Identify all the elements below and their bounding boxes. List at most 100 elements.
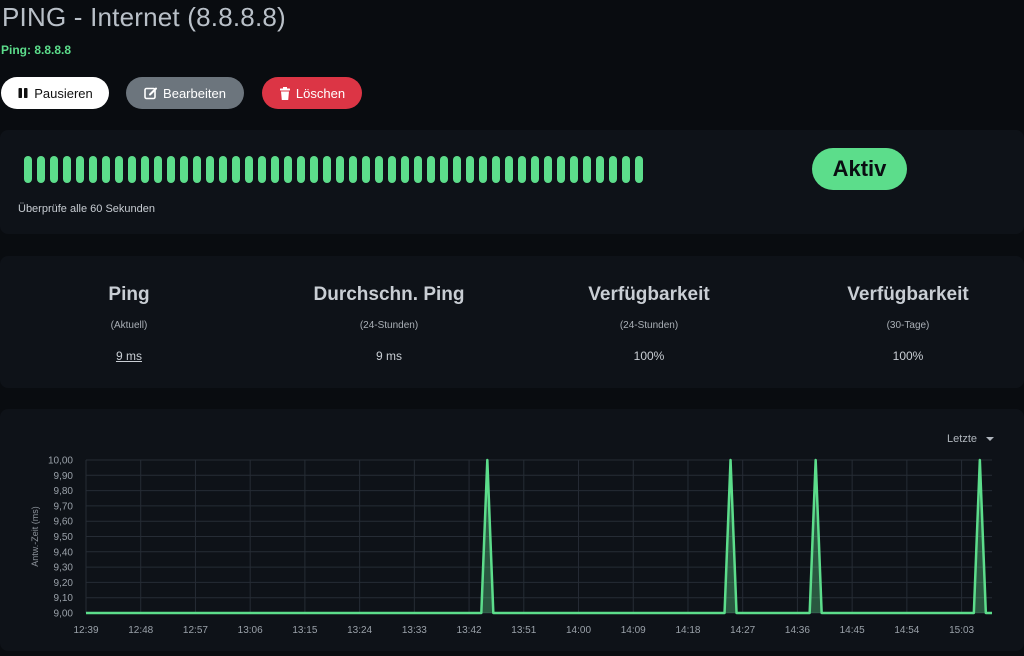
stat-title: Ping: [4, 284, 254, 306]
heartbeat-beat: [180, 156, 188, 183]
chevron-down-icon: [986, 437, 994, 441]
heartbeat-beat: [544, 156, 552, 183]
heartbeat-beat: [427, 156, 435, 183]
y-tick-label: 9,80: [54, 486, 74, 497]
x-tick-label: 14:45: [840, 625, 865, 636]
stat-value: 100%: [783, 349, 1024, 363]
y-tick-label: 9,30: [54, 563, 74, 574]
heartbeat-beat: [375, 156, 383, 183]
status-card: Überprüfe alle 60 Sekunden Aktiv: [0, 130, 1024, 234]
heartbeat-beat: [258, 156, 266, 183]
heartbeat-bar: [24, 156, 643, 183]
heartbeat-beat: [557, 156, 565, 183]
x-tick-label: 13:24: [347, 625, 372, 636]
x-tick-label: 14:18: [675, 625, 700, 636]
heartbeat-beat: [336, 156, 344, 183]
heartbeat-beat: [440, 156, 448, 183]
x-tick-label: 15:03: [949, 625, 974, 636]
heartbeat-beat: [570, 156, 578, 183]
pause-button[interactable]: Pausieren: [1, 77, 109, 109]
page-title: PING - Internet (8.8.8.8): [2, 2, 286, 33]
heartbeat-beat: [518, 156, 526, 183]
x-tick-label: 13:33: [402, 625, 427, 636]
x-tick-label: 12:57: [183, 625, 208, 636]
delete-button[interactable]: Löschen: [262, 77, 362, 109]
heartbeat-beat: [297, 156, 305, 183]
stat-value: 100%: [524, 349, 774, 363]
heartbeat-beat: [24, 156, 32, 183]
x-tick-label: 13:06: [238, 625, 263, 636]
heartbeat-beat: [323, 156, 331, 183]
stat-avg-ping: Durchschn. Ping (24-Stunden) 9 ms: [264, 284, 514, 363]
edit-label: Bearbeiten: [163, 86, 226, 101]
stat-subtitle: (24-Stunden): [264, 320, 514, 331]
stat-title: Durchschn. Ping: [264, 284, 514, 306]
heartbeat-beat: [622, 156, 630, 183]
pause-label: Pausieren: [34, 86, 93, 101]
stats-card: Ping (Aktuell) 9 ms Durchschn. Ping (24-…: [0, 256, 1024, 388]
heartbeat-beat: [232, 156, 240, 183]
heartbeat-beat: [141, 156, 149, 183]
y-tick-label: 9,40: [54, 547, 74, 558]
heartbeat-beat: [206, 156, 214, 183]
heartbeat-beat: [531, 156, 539, 183]
x-tick-label: 13:15: [292, 625, 317, 636]
stat-title: Verfügbarkeit: [524, 284, 774, 306]
heartbeat-beat: [284, 156, 292, 183]
y-tick-label: 9,50: [54, 532, 74, 543]
stat-subtitle: (30-Tage): [783, 320, 1024, 331]
heartbeat-beat: [102, 156, 110, 183]
heartbeat-beat: [128, 156, 136, 183]
x-tick-label: 14:09: [621, 625, 646, 636]
heartbeat-beat: [115, 156, 123, 183]
heartbeat-beat: [271, 156, 279, 183]
stat-subtitle: (Aktuell): [4, 320, 254, 331]
heartbeat-beat: [167, 156, 175, 183]
y-axis-label: Antw.-Zeit (ms): [30, 506, 40, 567]
x-tick-label: 14:54: [894, 625, 919, 636]
heartbeat-beat: [193, 156, 201, 183]
heartbeat-beat: [414, 156, 422, 183]
heartbeat-beat: [76, 156, 84, 183]
stat-uptime-24h: Verfügbarkeit (24-Stunden) 100%: [524, 284, 774, 363]
y-tick-label: 9,60: [54, 517, 74, 528]
heartbeat-beat: [50, 156, 58, 183]
y-tick-label: 9,90: [54, 471, 74, 482]
heartbeat-beat: [37, 156, 45, 183]
check-interval-text: Überprüfe alle 60 Sekunden: [18, 203, 155, 215]
pause-icon: [17, 87, 29, 99]
heartbeat-beat: [401, 156, 409, 183]
edit-button[interactable]: Bearbeiten: [126, 77, 244, 109]
stat-subtitle: (24-Stunden): [524, 320, 774, 331]
heartbeat-beat: [466, 156, 474, 183]
stat-title: Verfügbarkeit: [783, 284, 1024, 306]
heartbeat-beat: [635, 156, 643, 183]
x-tick-label: 14:00: [566, 625, 591, 636]
heartbeat-beat: [362, 156, 370, 183]
y-tick-label: 10,00: [48, 456, 73, 467]
heartbeat-beat: [609, 156, 617, 183]
heartbeat-beat: [583, 156, 591, 183]
x-tick-label: 14:27: [730, 625, 755, 636]
heartbeat-beat: [479, 156, 487, 183]
x-tick-label: 13:42: [457, 625, 482, 636]
stat-current-ping: Ping (Aktuell) 9 ms: [4, 284, 254, 363]
ping-chart: 9,009,109,209,309,409,509,609,709,809,90…: [0, 409, 1024, 651]
heartbeat-beat: [453, 156, 461, 183]
period-dropdown[interactable]: Letzte: [947, 433, 994, 445]
heartbeat-beat: [245, 156, 253, 183]
status-badge: Aktiv: [812, 148, 907, 190]
y-tick-label: 9,70: [54, 501, 74, 512]
heartbeat-beat: [154, 156, 162, 183]
heartbeat-beat: [505, 156, 513, 183]
stat-value-link[interactable]: 9 ms: [4, 349, 254, 363]
heartbeat-beat: [596, 156, 604, 183]
period-label: Letzte: [947, 433, 977, 445]
heartbeat-beat: [492, 156, 500, 183]
x-tick-label: 14:36: [785, 625, 810, 636]
delete-label: Löschen: [296, 86, 345, 101]
stat-value: 9 ms: [264, 349, 514, 363]
stat-uptime-30d: Verfügbarkeit (30-Tage) 100%: [783, 284, 1024, 363]
heartbeat-beat: [349, 156, 357, 183]
